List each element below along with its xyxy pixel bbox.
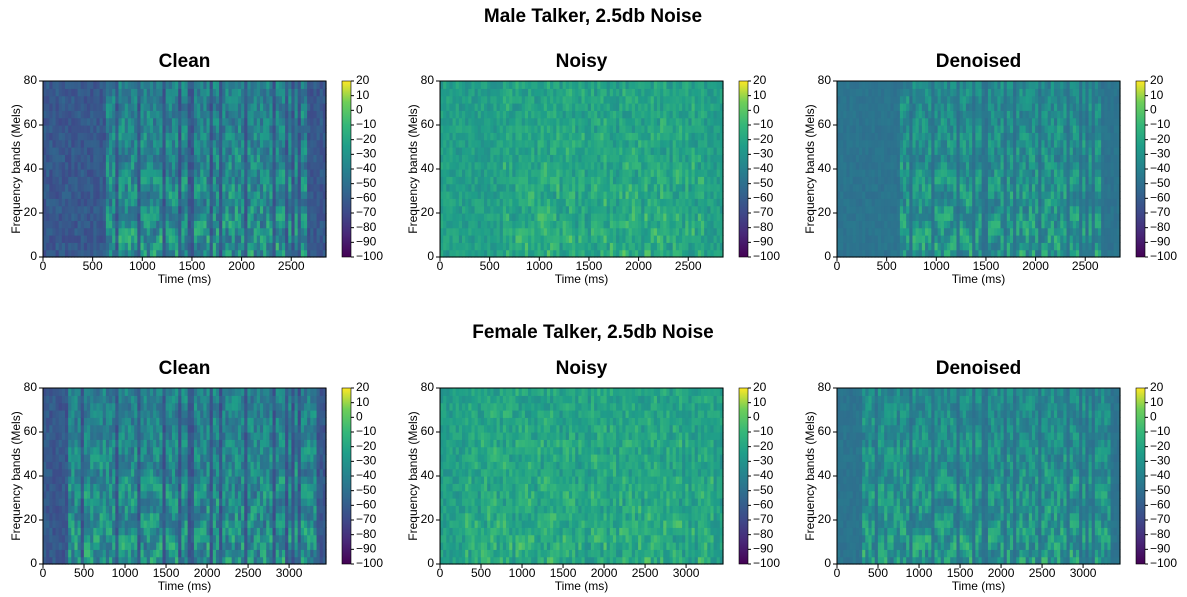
y-tick-label: 60 <box>24 117 38 131</box>
colorbar-tick-label: 0 <box>356 103 363 117</box>
colorbar <box>342 81 351 257</box>
colorbar-tick-label: −90 <box>356 235 377 249</box>
colorbar-tick-label: 20 <box>356 73 370 87</box>
colorbar-tick-label: −80 <box>356 220 377 234</box>
panel-title: Clean <box>159 51 211 72</box>
colorbar-tick-label: −100 <box>356 249 383 263</box>
colorbar-tick-label: −30 <box>356 147 377 161</box>
y-tick-label: 20 <box>24 205 38 219</box>
colorbar-tick-label: −20 <box>356 132 377 146</box>
x-tick-label: 1000 <box>129 259 156 273</box>
x-tick-label: 500 <box>83 259 103 273</box>
colorbar-tick-label: −50 <box>356 176 377 190</box>
spectrogram-texture <box>440 81 724 258</box>
x-tick-label: 2000 <box>228 259 255 273</box>
x-axis-label: Time (ms) <box>158 272 212 286</box>
colorbar-tick-label: −70 <box>356 205 377 219</box>
colorbar-tick-label: −60 <box>356 191 377 205</box>
y-axis-label: Frequency bands (Mels) <box>9 104 23 233</box>
x-tick-label: 1500 <box>179 259 206 273</box>
colorbar-tick-label: −40 <box>356 161 377 175</box>
colorbar-tick-label: −10 <box>356 117 377 131</box>
x-tick-label: 0 <box>40 259 47 273</box>
x-tick-label: 2500 <box>278 259 305 273</box>
colorbar-tick-label: 10 <box>356 88 370 102</box>
y-tick-label: 40 <box>24 161 38 175</box>
y-tick-label: 0 <box>30 249 37 263</box>
spectrogram-texture <box>43 81 327 258</box>
y-tick-label: 80 <box>24 73 38 87</box>
section-title: Male Talker, 2.5db Noise <box>484 6 702 27</box>
section-title: Female Talker, 2.5db Noise <box>472 322 713 343</box>
